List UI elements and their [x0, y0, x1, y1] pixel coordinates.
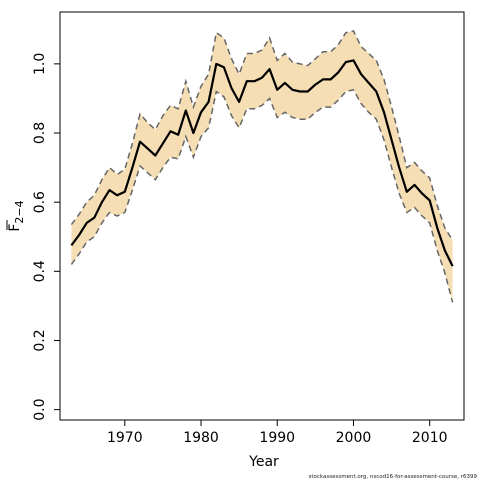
y-axis-title-sub: 2−4	[13, 200, 26, 223]
x-tick-label: 2000	[336, 430, 372, 446]
svg-text:F2−4: F2−4	[7, 200, 26, 231]
y-tick-label: 0.4	[32, 260, 48, 282]
y-axis-title: F2−4	[6, 200, 26, 232]
y-tick-label: 1.0	[32, 53, 48, 75]
x-tick-label: 1990	[259, 430, 295, 446]
confidence-bounds	[70, 30, 454, 303]
y-tick-label: 0.8	[32, 122, 48, 144]
x-tick-label: 1970	[107, 430, 143, 446]
y-tick-label: 0.2	[32, 329, 48, 351]
y-axis: 0.0 0.2 0.4 0.6 0.8 1.0	[32, 53, 60, 421]
confidence-band-area	[71, 31, 453, 303]
x-axis: 1970 1980 1990 2000 2010	[107, 420, 448, 446]
y-axis-title-main: F	[7, 224, 23, 232]
confidence-band	[71, 31, 453, 303]
upper-bound-line	[70, 30, 454, 241]
x-axis-title: Year	[248, 454, 279, 470]
plot-frame	[59, 11, 465, 421]
footnote: stockassessment.org, nscod16-for-assessm…	[309, 474, 478, 480]
y-tick-label: 0.6	[32, 191, 48, 213]
y-tick-label: 0.0	[32, 398, 48, 420]
x-tick-label: 1980	[183, 430, 219, 446]
estimate-series	[70, 59, 454, 267]
estimate-line	[70, 59, 454, 267]
lower-bound-line	[70, 88, 454, 303]
x-tick-label: 2010	[412, 430, 448, 446]
